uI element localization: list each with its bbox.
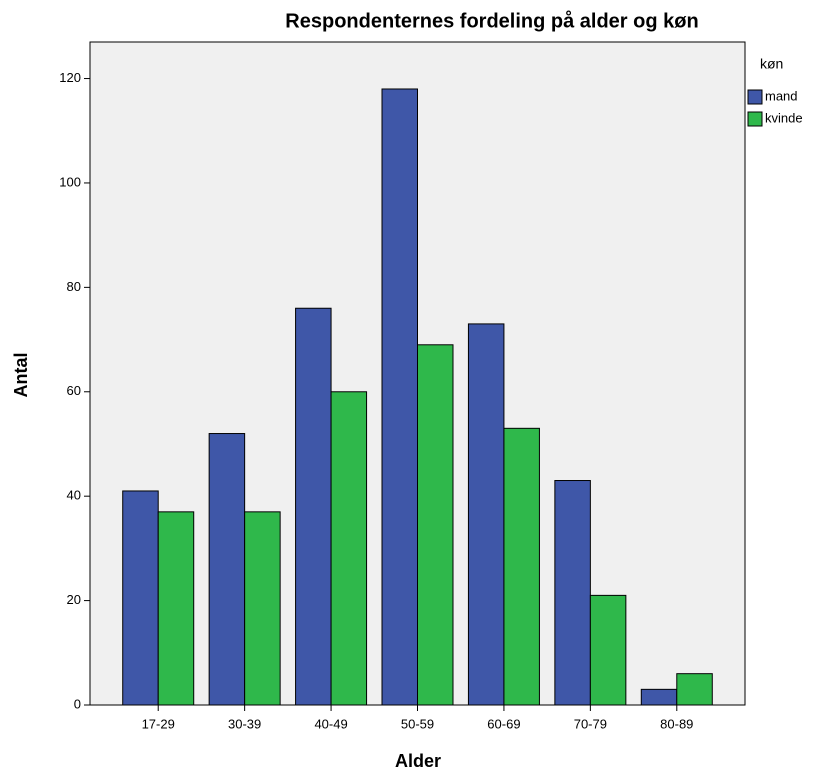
- y-tick-label: 80: [67, 279, 81, 294]
- y-tick-label: 40: [67, 488, 81, 503]
- x-axis-label: Alder: [395, 751, 441, 771]
- legend-title: køn: [760, 56, 783, 72]
- x-tick-label: 50-59: [401, 716, 434, 731]
- bar: [417, 344, 454, 706]
- bar: [244, 511, 281, 706]
- bar: [676, 673, 713, 706]
- y-tick-label: 60: [67, 383, 81, 398]
- bar: [589, 594, 627, 706]
- x-tick-label: 17-29: [142, 716, 175, 731]
- bar: [467, 323, 505, 706]
- y-tick-label: 0: [74, 696, 81, 711]
- bar: [554, 480, 591, 706]
- bar: [157, 511, 195, 706]
- bar: [381, 88, 418, 706]
- y-axis-label: Antal: [11, 353, 31, 398]
- bar: [122, 490, 159, 706]
- x-tick-label: 70-79: [574, 716, 607, 731]
- bar: [640, 688, 678, 706]
- legend-label: kvinde: [765, 110, 803, 125]
- x-tick-label: 40-49: [314, 716, 347, 731]
- x-tick-label: 30-39: [228, 716, 261, 731]
- legend-swatch: [747, 111, 763, 127]
- y-tick-label: 20: [67, 592, 81, 607]
- y-tick-label: 100: [59, 174, 81, 189]
- bar: [503, 427, 540, 706]
- chart-title: Respondenternes fordeling på alder og kø…: [285, 9, 698, 32]
- legend-label: mand: [765, 88, 798, 103]
- x-tick-label: 80-89: [660, 716, 693, 731]
- y-tick-label: 120: [59, 70, 81, 85]
- legend-swatch: [747, 89, 763, 105]
- bar: [330, 391, 368, 706]
- bar: [208, 433, 246, 706]
- bar: [295, 307, 332, 706]
- x-tick-label: 60-69: [487, 716, 520, 731]
